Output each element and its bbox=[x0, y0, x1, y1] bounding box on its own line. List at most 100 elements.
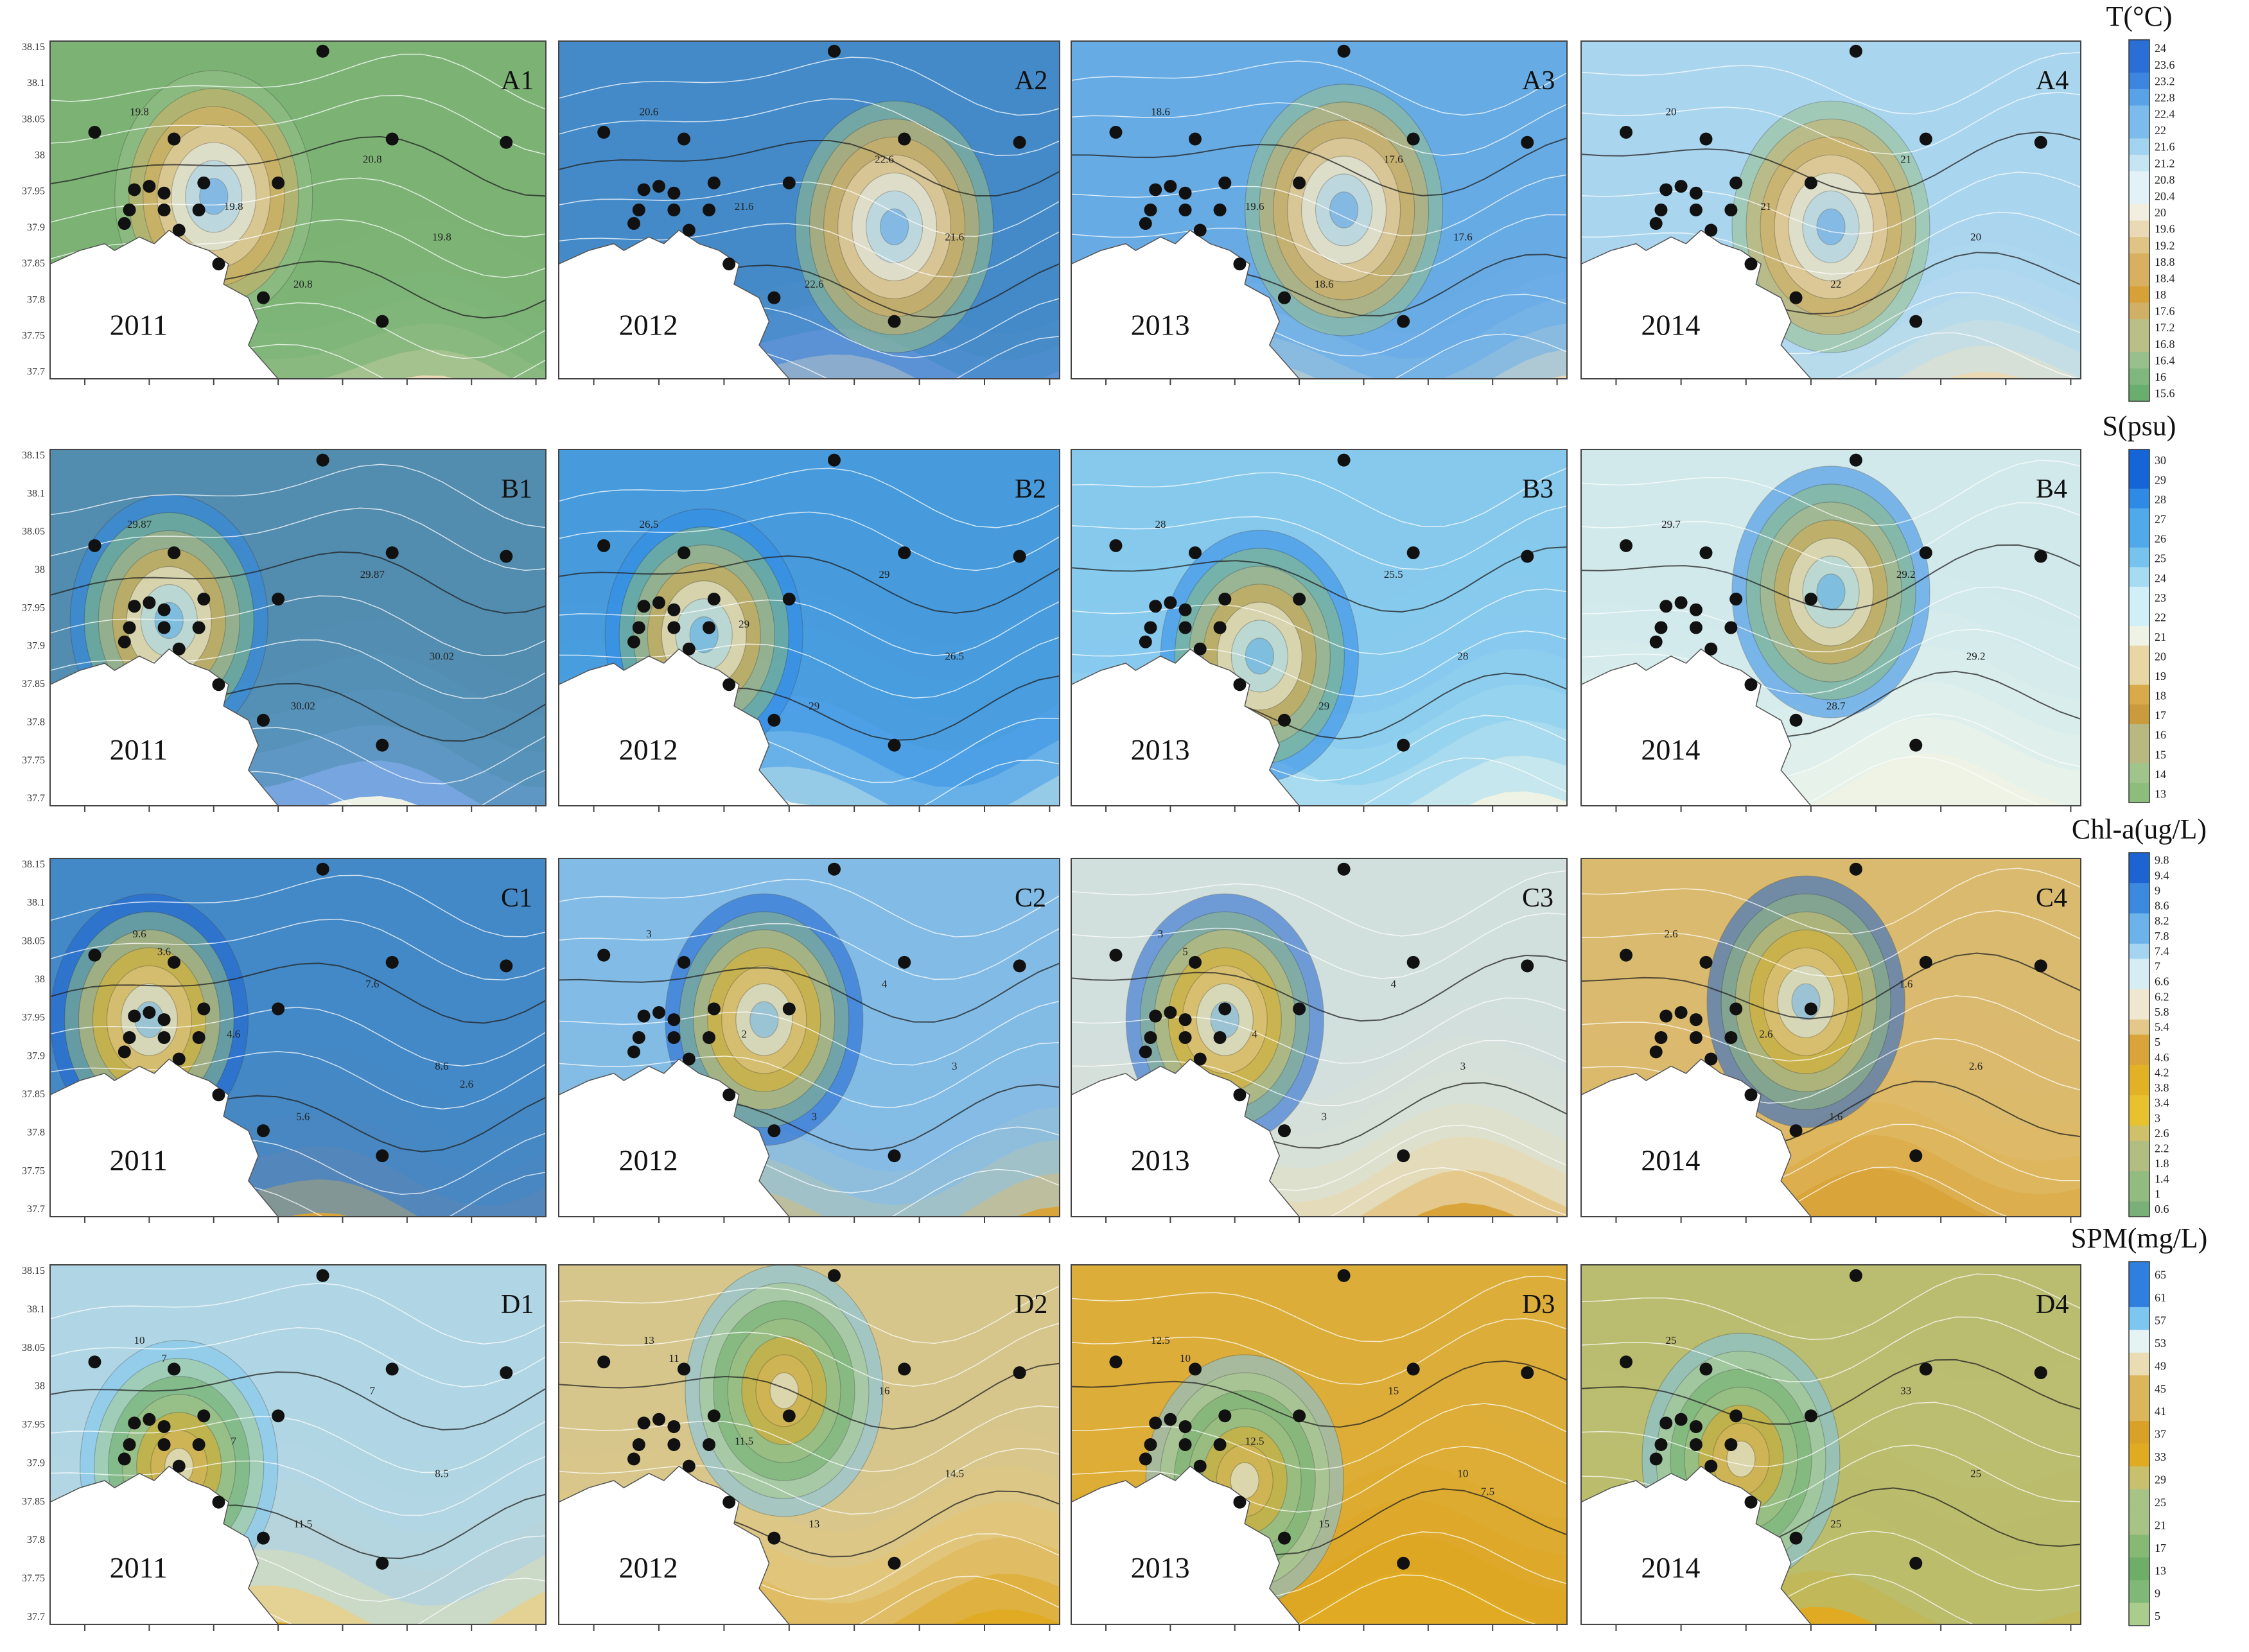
legend-swatch bbox=[2129, 547, 2149, 568]
legend-tick-label: 18 bbox=[2155, 288, 2166, 301]
map-panel-B1: 29.87 30.02 29.87 30.02 B1 2011 38.15 38.1 38.05… bbox=[22, 449, 547, 812]
station-dot bbox=[1164, 1005, 1177, 1019]
station-dot bbox=[1689, 1438, 1702, 1451]
legend-tick-label: 14 bbox=[2155, 768, 2166, 781]
contour-line bbox=[559, 57, 1060, 116]
legend-swatch bbox=[2129, 567, 2149, 587]
y-tick-label: 38.1 bbox=[27, 488, 45, 499]
station-dot bbox=[1277, 291, 1291, 304]
station-dot bbox=[316, 862, 329, 876]
contour-label: 28 bbox=[1457, 650, 1468, 662]
station-dot bbox=[88, 948, 101, 962]
legend-swatch bbox=[2129, 1126, 2149, 1142]
contour-label: 7.5 bbox=[1481, 1485, 1494, 1497]
station-dot bbox=[1849, 44, 1862, 58]
contour-line bbox=[1581, 952, 2081, 1020]
contour-label: 3 bbox=[1158, 928, 1164, 940]
legend-tick-label: 21.2 bbox=[2155, 157, 2175, 170]
contour-line bbox=[1581, 867, 2081, 935]
station-dot bbox=[1293, 1409, 1306, 1423]
station-dot bbox=[1189, 1362, 1202, 1376]
y-tick-label: 38.15 bbox=[22, 859, 45, 870]
station-dot bbox=[1674, 1413, 1688, 1426]
contour-line bbox=[1581, 1359, 2081, 1425]
contour-label: 12.5 bbox=[1151, 1334, 1170, 1346]
y-tick-label: 37.95 bbox=[22, 602, 45, 613]
contour-line bbox=[1071, 870, 1567, 937]
station-dot bbox=[197, 1002, 211, 1016]
station-dot bbox=[1804, 1002, 1817, 1016]
station-dot bbox=[1277, 1124, 1291, 1138]
panel-code: C1 bbox=[501, 883, 532, 913]
contour-field: 25 25 33 25 bbox=[1581, 1265, 2081, 1624]
contour-line bbox=[559, 636, 1060, 699]
station-dot bbox=[1849, 862, 1862, 876]
y-tick-label: 37.85 bbox=[22, 258, 45, 269]
station-dot bbox=[682, 642, 696, 656]
station-dot bbox=[88, 539, 101, 552]
legend-tick-label: 16 bbox=[2155, 370, 2166, 383]
station-dot bbox=[627, 635, 640, 648]
panel-year: 2011 bbox=[110, 1143, 168, 1176]
legend-swatch bbox=[2129, 1352, 2149, 1376]
contour-label: 25 bbox=[1830, 1518, 1841, 1530]
legend-swatch bbox=[2129, 469, 2149, 489]
legend-tick-label: 22.4 bbox=[2155, 108, 2175, 121]
station-dot bbox=[1178, 1438, 1192, 1451]
station-dot bbox=[1620, 539, 1633, 552]
legend-tick-label: 7 bbox=[2155, 960, 2160, 973]
panel-code: D2 bbox=[1015, 1290, 1047, 1319]
station-dot bbox=[1109, 948, 1123, 962]
station-dot bbox=[898, 955, 911, 969]
station-dot bbox=[632, 1438, 645, 1451]
contour-label: 29 bbox=[1318, 700, 1329, 712]
contour-line bbox=[1581, 211, 2081, 275]
contour-line bbox=[1581, 52, 2081, 115]
contour-line bbox=[1071, 137, 1567, 196]
station-dot bbox=[1218, 1409, 1232, 1423]
station-dot bbox=[1213, 1438, 1227, 1451]
station-dot bbox=[1689, 1031, 1702, 1044]
station-dot bbox=[1013, 550, 1026, 563]
station-dot bbox=[1144, 621, 1157, 634]
station-dot bbox=[128, 1416, 141, 1430]
legend-tick-label: 13 bbox=[2155, 787, 2166, 800]
contour-label: 10 bbox=[134, 1334, 144, 1346]
y-tick-label: 37.75 bbox=[22, 755, 45, 766]
contour-label: 2 bbox=[741, 1028, 747, 1040]
y-tick-label: 38 bbox=[35, 564, 45, 575]
y-tick-label: 38.1 bbox=[27, 1304, 45, 1315]
legend-swatch bbox=[2129, 319, 2149, 336]
station-dot bbox=[1919, 546, 1932, 559]
station-dot bbox=[385, 955, 399, 969]
legend-tick-label: 23.6 bbox=[2155, 58, 2175, 71]
panel-frame bbox=[1580, 1264, 2081, 1625]
station-dot bbox=[168, 546, 180, 559]
contour-label: 4 bbox=[882, 978, 888, 990]
station-dot bbox=[197, 1409, 211, 1423]
station-dot bbox=[385, 132, 399, 146]
station-dot bbox=[703, 204, 715, 216]
contour-label: 22.6 bbox=[875, 153, 894, 165]
station-dot bbox=[1109, 539, 1123, 552]
map-panel-C4: 2.6 2.6 1.6 1.6 2.6 C4 2014 bbox=[1580, 858, 2081, 1223]
y-tick-label: 37.9 bbox=[27, 1050, 45, 1061]
station-dot bbox=[703, 1031, 715, 1044]
legend-swatch bbox=[2129, 1535, 2149, 1558]
panel-year: 2011 bbox=[110, 1551, 168, 1584]
station-dot bbox=[1849, 453, 1862, 467]
station-dot bbox=[1620, 948, 1633, 962]
contour-line bbox=[50, 874, 546, 937]
station-dot bbox=[1178, 1031, 1192, 1044]
station-dot bbox=[722, 257, 736, 271]
legend-tick-label: 15.6 bbox=[2155, 387, 2175, 400]
station-dot bbox=[637, 1416, 651, 1430]
y-tick-label: 37.95 bbox=[22, 186, 45, 197]
station-dot bbox=[1804, 176, 1817, 189]
contour-label: 8.6 bbox=[435, 1060, 448, 1072]
contour-label: 20.8 bbox=[293, 278, 313, 290]
field-band bbox=[1071, 1229, 1567, 1265]
legend-tick-label: 16.8 bbox=[2155, 338, 2175, 351]
contour-label: 3 bbox=[952, 1060, 958, 1072]
